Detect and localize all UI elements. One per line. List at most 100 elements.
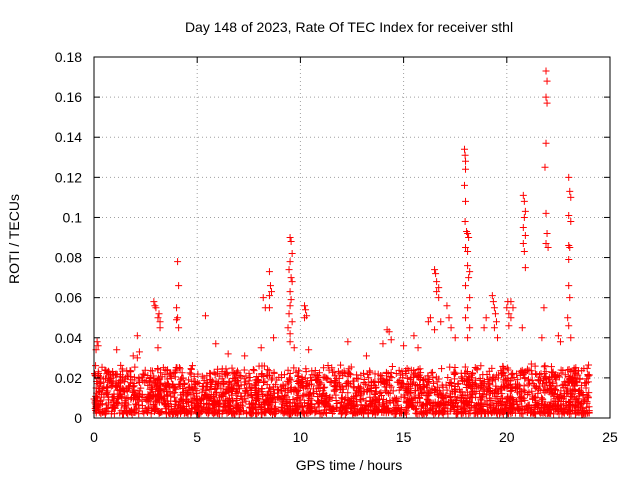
data-point-background xyxy=(271,389,279,397)
data-point-background xyxy=(240,375,248,383)
data-point-background xyxy=(271,398,279,406)
data-point-background xyxy=(468,381,476,389)
data-point-background xyxy=(333,400,341,408)
data-point-background xyxy=(387,383,395,391)
data-point xyxy=(400,342,408,350)
data-point-background xyxy=(180,381,188,389)
data-point-background xyxy=(320,406,328,414)
data-point-background xyxy=(560,380,568,388)
data-point xyxy=(305,346,313,354)
data-point xyxy=(464,262,472,270)
data-point-background xyxy=(476,404,484,412)
data-point xyxy=(113,346,121,354)
data-point-background xyxy=(305,391,313,399)
data-point-background xyxy=(160,399,168,407)
data-point-background xyxy=(212,406,220,414)
data-point xyxy=(94,342,102,350)
data-point-background xyxy=(283,398,291,406)
data-point-background xyxy=(211,371,219,379)
data-point-background xyxy=(521,396,529,404)
data-point-background xyxy=(103,378,111,386)
data-point-background xyxy=(551,397,559,405)
data-point-background xyxy=(439,407,447,415)
data-point-background xyxy=(386,399,394,407)
data-point-background xyxy=(478,394,486,402)
data-point-background xyxy=(306,381,314,389)
data-point-background xyxy=(468,391,476,399)
data-point-background xyxy=(549,380,557,388)
data-point-background xyxy=(247,408,255,416)
data-point-background xyxy=(439,383,447,391)
data-point-background xyxy=(251,389,259,397)
data-point-background xyxy=(127,379,135,387)
data-point-background xyxy=(320,390,328,398)
data-point-background xyxy=(386,407,394,415)
data-point-background xyxy=(490,373,498,381)
data-point-background xyxy=(494,406,502,414)
data-point-background xyxy=(332,397,340,405)
data-point-background xyxy=(130,373,138,381)
data-point-background xyxy=(374,406,382,414)
data-point-background xyxy=(110,371,118,379)
data-point-background xyxy=(585,403,593,411)
data-point-background xyxy=(365,374,373,382)
data-point-background xyxy=(437,389,445,397)
data-point-background xyxy=(279,382,287,390)
data-point-background xyxy=(205,393,213,401)
data-point-background xyxy=(300,384,308,392)
data-point xyxy=(518,324,526,332)
data-point-background xyxy=(176,398,184,406)
data-points-layer xyxy=(90,67,593,418)
data-point-background xyxy=(293,402,301,410)
data-point-background xyxy=(501,384,509,392)
data-point-background xyxy=(535,376,543,384)
data-point-background xyxy=(401,408,409,416)
data-point-background xyxy=(403,387,411,395)
data-point-background xyxy=(447,390,455,398)
data-point-background xyxy=(295,387,303,395)
data-point-background xyxy=(420,401,428,409)
data-point-background xyxy=(271,404,279,412)
data-point-background xyxy=(347,363,355,371)
data-point-background xyxy=(289,396,297,403)
data-point xyxy=(447,324,455,332)
data-point-background xyxy=(318,397,326,405)
data-point-background xyxy=(222,388,230,396)
data-point xyxy=(443,302,451,310)
y-tick-label: 0 xyxy=(74,410,82,426)
data-point-background xyxy=(245,369,253,377)
data-point-background xyxy=(477,380,485,388)
data-point-background xyxy=(524,381,532,389)
data-point-background xyxy=(170,384,178,392)
plot-frame xyxy=(93,56,611,419)
data-point-background xyxy=(303,379,311,387)
data-point-background xyxy=(358,404,366,412)
data-point-background xyxy=(536,386,544,394)
data-point-background xyxy=(264,372,272,380)
data-point-background xyxy=(513,405,521,413)
data-point-background xyxy=(373,396,381,404)
data-point-background xyxy=(581,379,589,387)
data-point-background xyxy=(519,410,527,418)
data-point-background xyxy=(105,375,113,383)
data-point-background xyxy=(214,381,222,389)
data-point-background xyxy=(571,382,579,390)
data-point-background xyxy=(275,406,283,414)
data-point-background xyxy=(570,373,578,381)
data-point-background xyxy=(355,383,363,391)
data-point-background xyxy=(116,409,124,417)
data-point-background xyxy=(257,410,265,418)
data-point-background xyxy=(479,379,487,387)
data-point-background xyxy=(236,408,244,416)
data-point-background xyxy=(423,395,431,403)
y-tick-label: 0.02 xyxy=(55,370,82,386)
data-point-background xyxy=(165,382,173,390)
data-point-background xyxy=(312,376,320,384)
data-point-background xyxy=(307,403,315,411)
data-point xyxy=(564,314,572,322)
data-point-background xyxy=(404,388,412,396)
data-point-background xyxy=(504,366,512,374)
data-point-background xyxy=(184,398,192,406)
data-point-background xyxy=(145,378,153,386)
data-point-background xyxy=(464,376,472,384)
